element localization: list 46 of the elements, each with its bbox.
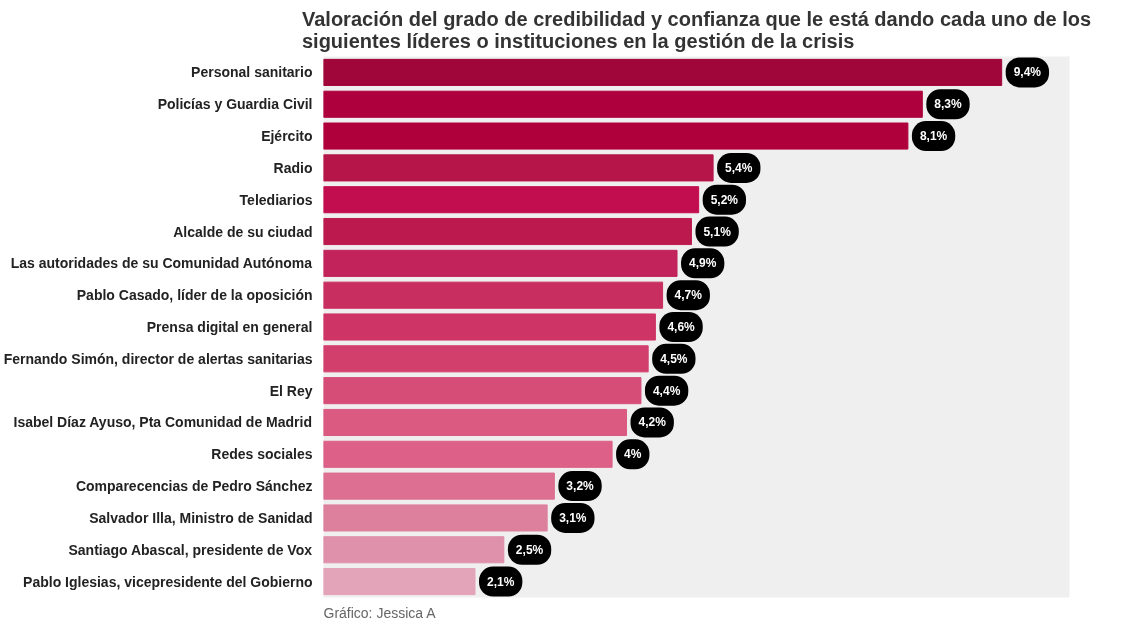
bar (323, 504, 548, 532)
data-label: 4% (624, 447, 642, 462)
bar (323, 90, 923, 118)
data-label: 4,9% (689, 256, 717, 271)
y-tick-label: Personal sanitario (191, 64, 313, 81)
y-tick-label: Fernando Simón, director de alertas sanitarias (3, 350, 313, 367)
y-tick-label: Policías y Guardia Civil (157, 96, 313, 113)
data-label: 3,1% (559, 510, 587, 525)
bar (323, 568, 476, 596)
y-tick-label: Pablo Iglesias, vicepresidente del Gobierno (23, 573, 313, 590)
data-label: 4,5% (660, 351, 688, 366)
y-tick-label: Santiago Abascal, presidente de Vox (68, 541, 313, 558)
y-tick-label: Radio (273, 159, 313, 176)
y-tick-label: Las autoridades de su Comunidad Autónoma (10, 255, 313, 272)
text: Gráfico: Jessica A (323, 604, 437, 621)
data-label: 9,4% (1013, 65, 1042, 80)
chart-title: Valoración del grado de credibilidad y confianza que le está dando cada uno de los siguientes líderes o instituciones en la gestión de la crisis (301, 7, 1092, 52)
y-tick-label: Prensa digital en general (146, 319, 313, 335)
bar (323, 472, 555, 500)
data-label: 8,3% (934, 97, 962, 112)
bar (323, 440, 613, 468)
y-tick-label: Isabel Díaz Ayuso, Pta Comunidad de Madrid (13, 414, 312, 431)
data-label: 2,5% (515, 542, 544, 557)
bar (323, 249, 678, 277)
data-label: 4,2% (638, 415, 667, 430)
y-tick-label: El Rey (269, 382, 313, 399)
data-label: 8,1% (919, 129, 948, 144)
data-label: 5,4% (725, 160, 753, 175)
bar (323, 217, 692, 246)
y-tick-label: Redes sociales (211, 446, 313, 463)
y-tick-label: Pablo Casado, líder de la oposición (76, 287, 313, 304)
data-label: 4,7% (674, 288, 703, 303)
y-tick-label: Comparecencias de Pedro Sánchez (75, 478, 313, 495)
y-tick-label: Alcalde de su ciudad (173, 223, 313, 240)
data-label: 5,1% (703, 224, 732, 239)
data-label: 4,4% (652, 383, 681, 398)
data-label: 5,2% (710, 192, 739, 207)
bar (323, 313, 656, 341)
y-tick-label: Salvador Illa, Ministro de Sanidad (89, 509, 313, 526)
data-label: 4,6% (667, 320, 696, 334)
bar (323, 345, 649, 373)
y-tick-label: Ejército (261, 128, 313, 145)
data-label: 3,2% (566, 479, 595, 494)
bar (323, 154, 714, 182)
y-tick-label: Telediarios (239, 191, 313, 208)
data-label: 2,1% (487, 574, 515, 589)
